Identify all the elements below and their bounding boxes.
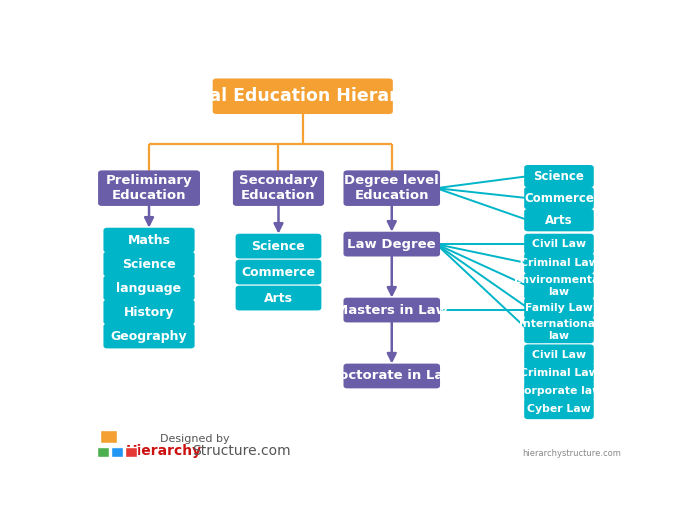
FancyBboxPatch shape — [104, 276, 195, 301]
FancyBboxPatch shape — [524, 380, 594, 401]
FancyBboxPatch shape — [213, 78, 393, 114]
Text: Civil Law: Civil Law — [532, 239, 586, 249]
Text: Criminal Law: Criminal Law — [520, 258, 599, 268]
Text: Commerce: Commerce — [242, 266, 315, 279]
FancyBboxPatch shape — [524, 399, 594, 419]
Text: Arts: Arts — [545, 214, 573, 227]
Text: hierarchystructure.com: hierarchystructure.com — [522, 449, 621, 458]
Text: Doctorate in Law: Doctorate in Law — [328, 370, 456, 383]
FancyBboxPatch shape — [97, 447, 109, 457]
Text: International
law: International law — [519, 319, 599, 341]
FancyBboxPatch shape — [233, 170, 324, 206]
FancyBboxPatch shape — [344, 231, 440, 256]
FancyBboxPatch shape — [524, 345, 594, 365]
FancyBboxPatch shape — [524, 234, 594, 254]
Text: Civil Law: Civil Law — [532, 350, 586, 360]
FancyBboxPatch shape — [98, 170, 200, 206]
Text: Law Degree: Law Degree — [347, 238, 436, 251]
FancyBboxPatch shape — [344, 298, 440, 322]
Text: Secondary
Education: Secondary Education — [239, 174, 318, 202]
Text: Cyber Law: Cyber Law — [527, 404, 591, 414]
Text: Hierarchy: Hierarchy — [126, 444, 202, 458]
FancyBboxPatch shape — [524, 165, 594, 187]
Text: Designed by: Designed by — [160, 434, 230, 444]
Text: Legal Education Hierarchy: Legal Education Hierarchy — [174, 87, 432, 105]
Text: Geography: Geography — [111, 330, 187, 343]
Text: language: language — [116, 282, 182, 295]
FancyBboxPatch shape — [524, 187, 594, 209]
Text: Criminal Law: Criminal Law — [520, 368, 599, 378]
FancyBboxPatch shape — [524, 273, 594, 299]
FancyBboxPatch shape — [524, 362, 594, 383]
Text: Science: Science — [122, 257, 176, 270]
Text: Arts: Arts — [264, 292, 293, 305]
FancyBboxPatch shape — [344, 170, 440, 206]
FancyBboxPatch shape — [236, 285, 322, 310]
Text: Maths: Maths — [127, 234, 171, 247]
Text: Structure.com: Structure.com — [192, 444, 291, 458]
FancyBboxPatch shape — [524, 209, 594, 231]
Text: Science: Science — [252, 240, 306, 253]
FancyBboxPatch shape — [344, 364, 440, 388]
FancyBboxPatch shape — [524, 253, 594, 274]
FancyBboxPatch shape — [100, 430, 117, 443]
FancyBboxPatch shape — [111, 447, 122, 457]
FancyBboxPatch shape — [236, 234, 322, 258]
Text: Preliminary
Education: Preliminary Education — [106, 174, 192, 202]
FancyBboxPatch shape — [524, 317, 594, 343]
FancyBboxPatch shape — [104, 324, 195, 348]
Text: Corporate law: Corporate law — [516, 386, 602, 396]
FancyBboxPatch shape — [104, 299, 195, 324]
FancyBboxPatch shape — [104, 228, 195, 253]
FancyBboxPatch shape — [125, 447, 136, 457]
Text: History: History — [124, 306, 174, 319]
Text: Degree level
Education: Degree level Education — [345, 174, 439, 202]
Text: Family Law: Family Law — [525, 303, 593, 313]
Text: Science: Science — [534, 170, 585, 183]
Text: Environmental
law: Environmental law — [514, 275, 603, 297]
Text: Commerce: Commerce — [524, 192, 594, 204]
FancyBboxPatch shape — [104, 252, 195, 277]
FancyBboxPatch shape — [236, 260, 322, 284]
Text: Masters in Law: Masters in Law — [335, 304, 448, 317]
FancyBboxPatch shape — [524, 298, 594, 319]
